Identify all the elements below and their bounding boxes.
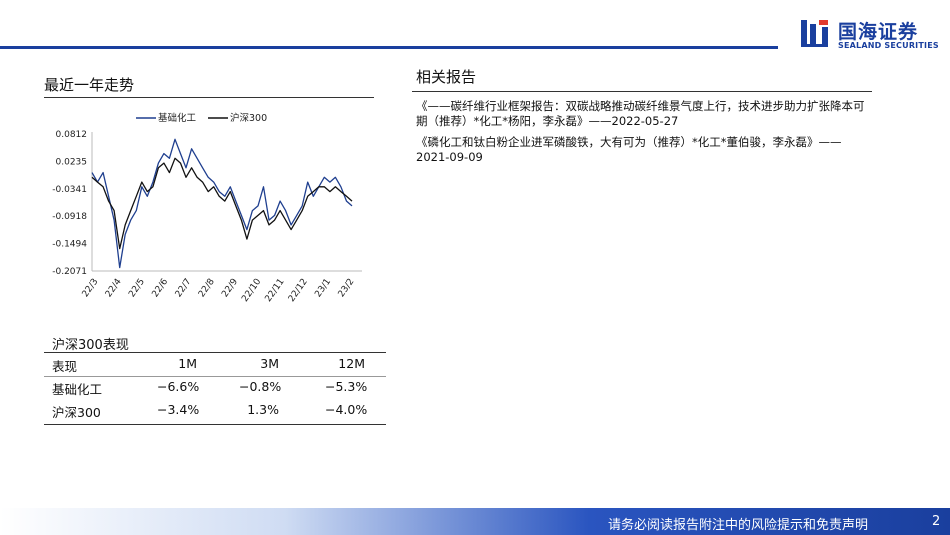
x-tick-label: 22/12: [287, 277, 310, 304]
series-line-chemical: [91, 138, 353, 269]
performance-title: 沪深300表现: [52, 338, 129, 353]
x-tick-label: 22/9: [220, 277, 240, 300]
x-tick-label: 22/6: [150, 277, 170, 300]
y-tick-label: -0.0341: [52, 185, 87, 195]
x-tick-label: 23/1: [313, 277, 333, 299]
report-item[interactable]: 《磷化工和钛白粉企业进军磷酸铁，大有可为（推荐）*化工*董伯骏，李永磊》——20…: [416, 135, 842, 164]
table-cell: −4.0%: [325, 402, 368, 417]
x-tick-label: 22/10: [240, 277, 263, 304]
column-header: 3M: [260, 356, 279, 371]
footer-bar: 请务必阅读报告附注中的风险提示和免责声明 2: [0, 508, 950, 535]
series-line-hs300: [91, 157, 353, 250]
column-header: 1M: [178, 356, 197, 371]
trend-section-title: 最近一年走势: [44, 76, 135, 94]
report-item[interactable]: 《——碳纤维行业框架报告：双碳战略推动碳纤维景气度上行，技术进步助力扩张降本可期…: [416, 99, 865, 128]
logo-text-cn: 国海证券: [838, 21, 919, 43]
table-row: 基础化工 −6.6% −0.8% −5.3%: [52, 376, 382, 399]
y-tick-label: -0.2071: [52, 267, 87, 277]
table-cell: −0.8%: [239, 379, 282, 394]
table-cell: −6.6%: [157, 379, 200, 394]
legend-label: 基础化工: [158, 112, 197, 124]
table-cell: −3.4%: [157, 402, 200, 417]
table-row: 沪深300 −3.4% 1.3% −4.0%: [52, 399, 382, 422]
table-cell: 基础化工: [52, 382, 103, 397]
header-rule: [0, 46, 778, 49]
related-reports-rule: [412, 91, 872, 92]
x-tick-label: 22/3: [81, 277, 101, 299]
performance-header-row: 表现 1M 3M 12M: [52, 353, 382, 376]
performance-rule-mid: [44, 376, 386, 377]
related-reports-list: 《——碳纤维行业框架报告：双碳战略推动碳纤维景气度上行，技术进步助力扩张降本可期…: [416, 99, 872, 171]
y-tick-label: 0.0235: [56, 157, 88, 167]
trend-section-rule: [44, 97, 374, 98]
x-tick-label: 22/8: [197, 277, 217, 300]
x-tick-label: 22/5: [127, 277, 147, 299]
table-cell: 1.3%: [247, 402, 279, 417]
column-header: 表现: [52, 359, 78, 374]
y-tick-label: -0.1494: [52, 240, 87, 250]
page-number: 2: [932, 514, 941, 529]
x-tick-label: 22/7: [174, 277, 194, 299]
y-tick-label: 0.0812: [56, 130, 88, 140]
table-cell: 沪深300: [52, 405, 101, 420]
performance-rule-top: [44, 352, 386, 353]
column-header: 12M: [338, 356, 365, 371]
related-reports-title: 相关报告: [416, 68, 477, 86]
sealand-logo-icon: [801, 20, 828, 47]
legend-label: 沪深300: [230, 112, 267, 124]
disclaimer-text: 请务必阅读报告附注中的风险提示和免责声明: [608, 518, 869, 533]
performance-rule-bottom: [44, 424, 386, 425]
trend-line-chart: 0.0812 0.0235 -0.0341 -0.0918 -0.1494 -0.2071…: [52, 112, 362, 304]
y-tick-label: -0.0918: [52, 212, 87, 222]
company-logo: 国海证券 SEALAND SECURITIES: [800, 14, 940, 54]
x-tick-label: 23/2: [337, 277, 357, 299]
logo-text-en: SEALAND SECURITIES: [838, 41, 939, 50]
performance-table: 表现 1M 3M 12M 基础化工 −6.6% −0.8% −5.3% 沪深30…: [52, 353, 382, 422]
x-tick-label: 22/11: [264, 277, 287, 304]
x-tick-label: 22/4: [104, 277, 124, 300]
table-cell: −5.3%: [325, 379, 368, 394]
